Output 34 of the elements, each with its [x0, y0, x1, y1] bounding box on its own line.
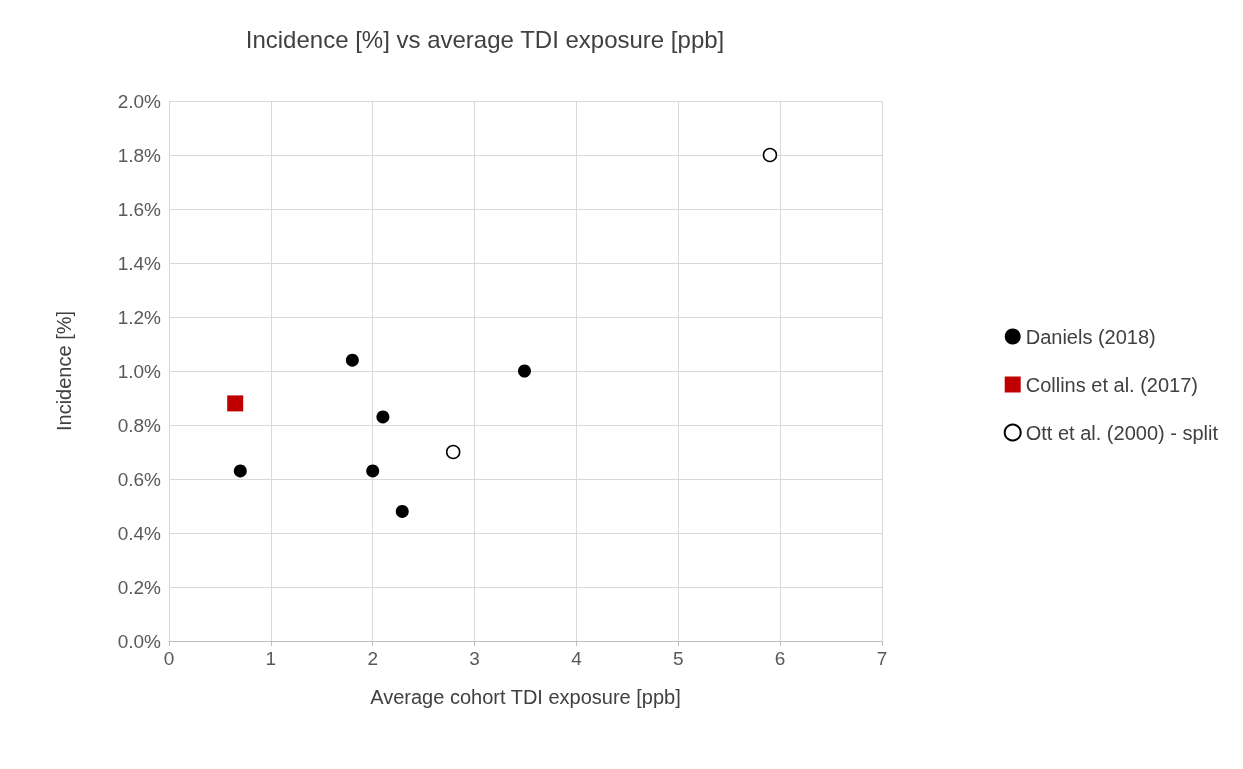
point [366, 464, 380, 478]
y-tick-label: 1.0% [117, 360, 162, 382]
point [445, 444, 461, 460]
y-tick-label: 0.0% [117, 630, 162, 652]
y-tick-label: 1.4% [117, 252, 162, 274]
y-tick-label: 0.4% [117, 522, 162, 544]
point [517, 364, 531, 378]
x-tick-label: 4 [571, 648, 583, 669]
y-tick-label: 0.6% [117, 468, 162, 490]
x-tick-label: 3 [469, 648, 480, 669]
point [227, 395, 244, 412]
y-tick-label: 1.8% [117, 144, 162, 166]
x-tick-label: 6 [774, 648, 786, 669]
x-tick-label: 0 [163, 648, 175, 669]
x-tick-label: 1 [265, 648, 277, 669]
y-tick-label: 1.6% [117, 198, 162, 220]
legend-label: Daniels (2018) [1025, 325, 1156, 348]
y-tick-label: 0.8% [117, 414, 162, 436]
point [376, 410, 390, 424]
point [345, 353, 359, 367]
x-tick-label: 2 [367, 648, 378, 669]
y-tick-label: 2.0% [117, 90, 162, 112]
point [395, 504, 409, 518]
point [233, 464, 247, 478]
y-tick-label: 0.2% [117, 576, 162, 598]
chart-title: Incidence [%] vs average TDI exposure [ppb] [245, 25, 725, 53]
x-tick-label: 5 [673, 648, 684, 669]
x-axis-title: Average cohort TDI exposure [ppb] [370, 686, 681, 708]
y-tick-label: 1.2% [117, 306, 162, 328]
legend-label: Collins et al. (2017) [1025, 373, 1199, 396]
legend-label: Ott et al. (2000) - split [1025, 421, 1219, 444]
point [762, 147, 778, 163]
y-axis-title: Incidence [%] [53, 310, 75, 432]
x-tick-label: 7 [876, 648, 888, 669]
